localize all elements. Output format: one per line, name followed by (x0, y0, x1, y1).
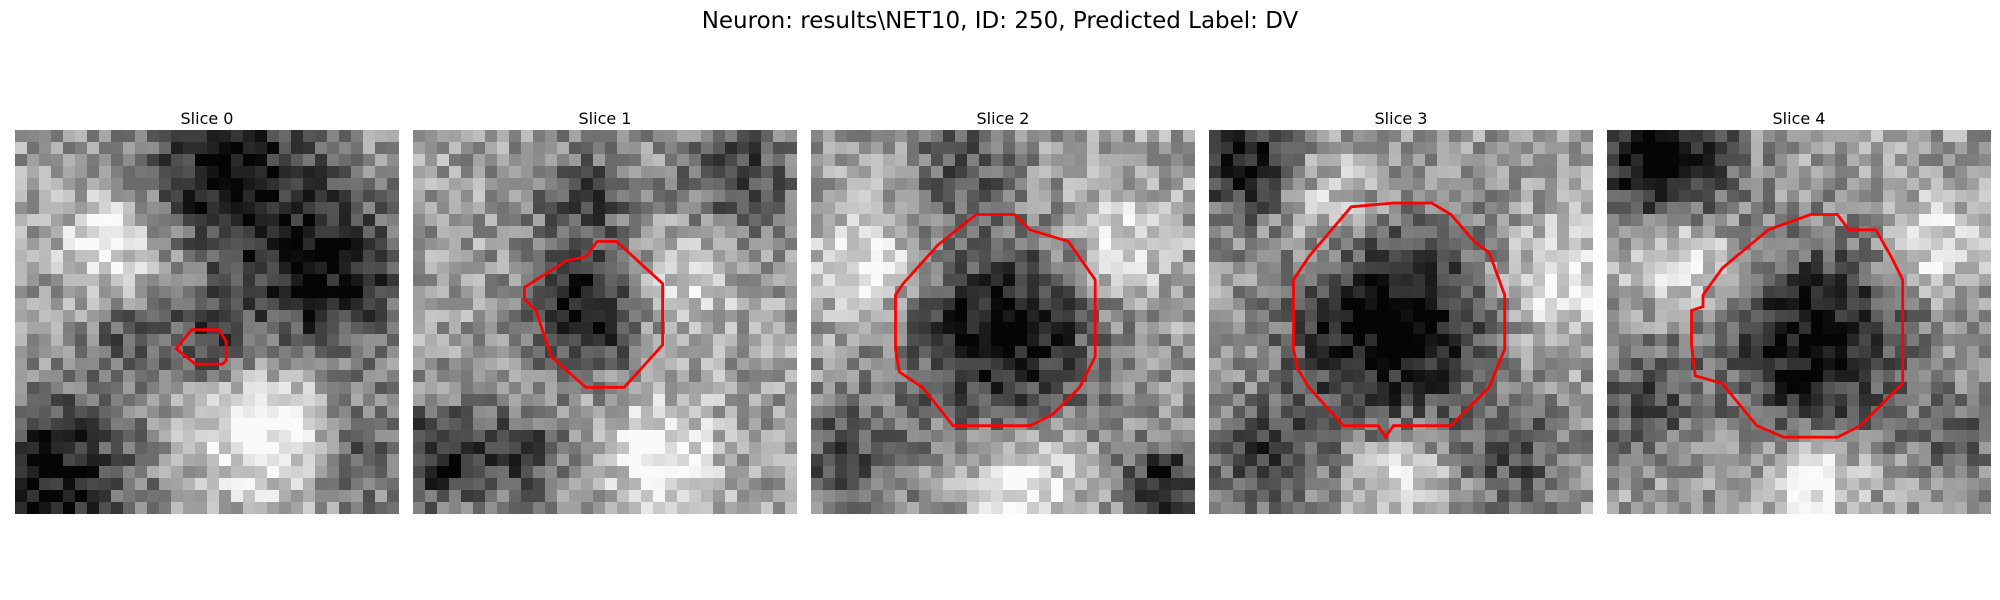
roi-outline (1690, 213, 1905, 439)
pixel-grid (15, 130, 399, 514)
slice-title-4: Slice 4 (1772, 109, 1826, 128)
pixel-grid (1209, 130, 1593, 514)
pixel-grid (811, 130, 1195, 514)
pixel-grid (1607, 130, 1991, 514)
slice-panel-3: Slice 3 (1209, 108, 1593, 514)
slice-image-1 (413, 130, 797, 514)
slice-panel-2: Slice 2 (811, 108, 1195, 514)
slice-image-0 (15, 130, 399, 514)
slice-title-2: Slice 2 (976, 109, 1030, 128)
slice-raster-4 (1607, 130, 1991, 514)
roi-outline (894, 213, 1097, 428)
figure-title: Neuron: results\NET10, ID: 250, Predicte… (701, 8, 1299, 34)
slice-raster-1 (413, 130, 797, 514)
roi-outline (174, 328, 228, 366)
slice-title-0: Slice 0 (180, 109, 234, 128)
slice-panel-1: Slice 1 (413, 108, 797, 514)
slice-raster-2 (811, 130, 1195, 514)
slice-raster-3 (1209, 130, 1593, 514)
slice-panel-4: Slice 4 (1607, 108, 1991, 514)
roi-outline (1292, 201, 1507, 440)
slice-image-3 (1209, 130, 1593, 514)
slice-raster-0 (15, 130, 399, 514)
pixel-grid (413, 130, 797, 514)
slice-image-4 (1607, 130, 1991, 514)
roi-outline (523, 240, 665, 389)
slice-title-1: Slice 1 (578, 109, 632, 128)
slice-image-2 (811, 130, 1195, 514)
slice-panel-0: Slice 0 (15, 108, 399, 514)
slice-title-3: Slice 3 (1374, 109, 1428, 128)
